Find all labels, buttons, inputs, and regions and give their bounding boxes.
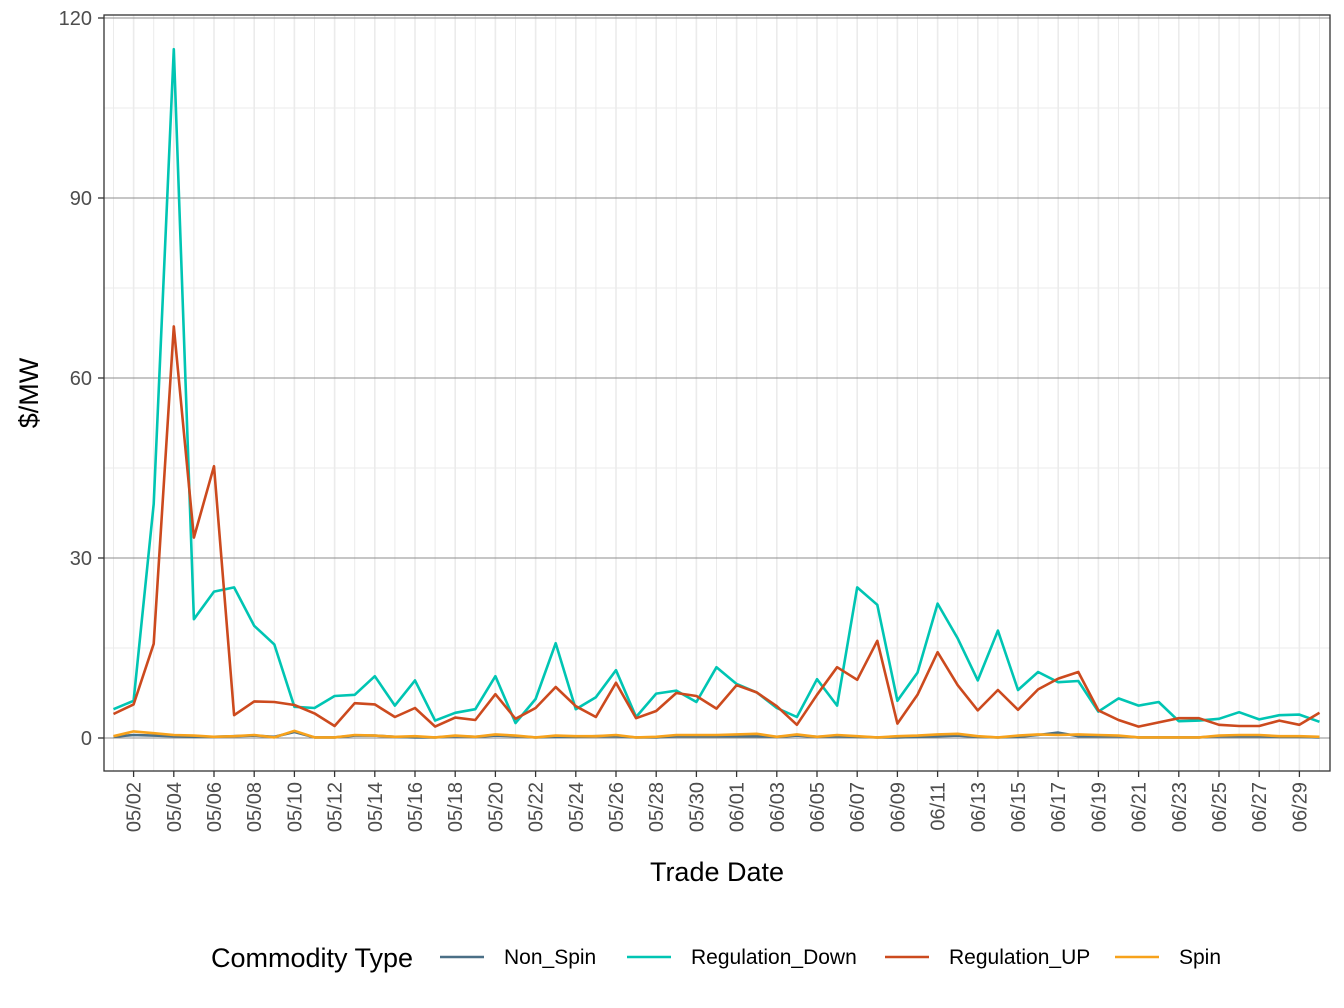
x-tick-label: 06/01 [727,782,749,832]
x-tick-label: 06/13 [968,782,990,832]
grid-minor [104,15,1330,771]
x-tick-label: 05/12 [325,782,347,832]
x-tick-label: 05/30 [686,782,708,832]
x-tick-label: 06/27 [1249,782,1271,832]
x-tick-label: 05/26 [606,782,628,832]
x-tick-label: 05/28 [646,782,668,832]
panel-border [103,14,1331,772]
x-tick-label: 06/25 [1209,782,1231,832]
x-tick-label: 05/02 [124,782,146,832]
x-axis-title: Trade Date [650,857,784,887]
y-tick-label: 60 [70,368,92,390]
x-tick-label: 05/22 [526,782,548,832]
x-tick-label: 05/16 [405,782,427,832]
y-tick-label: 0 [81,728,92,750]
x-tick-label: 05/24 [566,782,588,832]
x-tick-label: 06/21 [1129,782,1151,832]
x-tick-label: 05/20 [485,782,507,832]
x-tick-label: 05/04 [164,782,186,832]
series-line-regulation-down [112,47,1320,725]
legend-label: Regulation_UP [949,946,1090,969]
x-tick-label: 05/08 [244,782,266,832]
x-tick-label: 05/14 [365,782,387,832]
y-axis-title: $/MW [14,357,44,428]
series-line-spin [113,729,1320,739]
x-tick-label: 06/03 [767,782,789,832]
x-tick-label: 06/23 [1169,782,1191,832]
axes: 0 30 60 90 120 05/02 05/04 05/06 05/08 05/10 05/12… [59,8,1312,832]
legend-label: Non_Spin [504,946,596,969]
x-tick-label: 06/29 [1289,782,1311,832]
series-lines [112,47,1321,739]
legend-label: Regulation_Down [691,946,857,969]
x-tick-label: 06/17 [1048,782,1070,832]
y-tick-label: 30 [70,548,92,570]
x-tick-label: 05/06 [204,782,226,832]
x-tick-label: 06/07 [847,782,869,832]
x-tick-label: 06/05 [807,782,829,832]
x-tick-label: 06/15 [1008,782,1030,832]
legend: Commodity Type Non_Spin Regulation_Down Re… [211,943,1221,973]
y-tick-label: 90 [70,188,92,210]
legend-label: Spin [1179,946,1221,969]
x-tick-label: 06/09 [887,782,909,832]
y-tick-label: 120 [59,8,92,30]
x-tick-label: 06/19 [1088,782,1110,832]
x-tick-label: 05/10 [284,782,306,832]
series-line-regulation-up [112,325,1321,728]
x-tick-label: 06/11 [928,782,950,831]
legend-title: Commodity Type [211,943,413,973]
grid-major [104,15,1330,771]
x-tick-label: 05/18 [445,782,467,832]
